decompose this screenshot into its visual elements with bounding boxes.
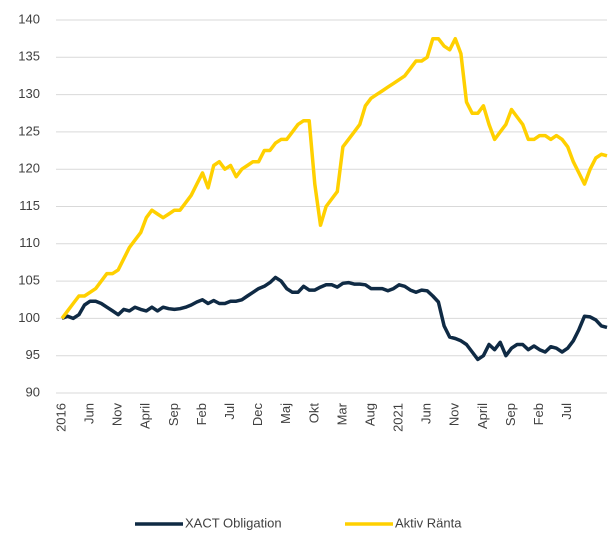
x-tick-label: Aug [362,403,377,426]
y-tick-label: 125 [18,123,40,138]
y-tick-label: 95 [26,347,40,362]
legend-label: Aktiv Ränta [395,515,462,530]
x-tick-label: Jun [419,403,434,424]
legend-label: XACT Obligation [185,515,282,530]
x-tick-label: Jul [559,403,574,420]
y-tick-label: 115 [19,198,40,213]
y-tick-label: 110 [19,235,40,250]
x-tick-label: 2016 [53,403,68,432]
x-tick-label: Sep [166,403,181,426]
x-tick-label: Sep [503,403,518,426]
x-tick-label: April [475,403,490,429]
x-tick-label: Nov [110,403,125,427]
series-line [61,275,608,362]
y-tick-label: 130 [18,86,40,101]
x-tick-label: Nov [447,403,462,427]
x-tick-label: Okt [306,403,321,424]
y-tick-label: 140 [18,11,40,26]
x-tick-label: Dec [250,403,265,427]
y-tick-label: 105 [18,273,40,288]
x-tick-label: Jun [82,403,97,424]
x-tick-label: April [138,403,153,429]
y-tick-label: 120 [18,161,40,176]
series-line [60,36,608,320]
y-tick-label: 90 [26,384,40,399]
x-tick-label: 2021 [391,403,406,432]
y-tick-label: 100 [18,310,40,325]
x-tick-label: Feb [531,403,546,425]
x-tick-label: Maj [278,403,293,424]
x-tick-label: Mar [334,402,349,425]
y-tick-label: 135 [18,49,40,64]
x-tick-label: Feb [194,403,209,425]
x-tick-label: Jul [222,403,237,420]
